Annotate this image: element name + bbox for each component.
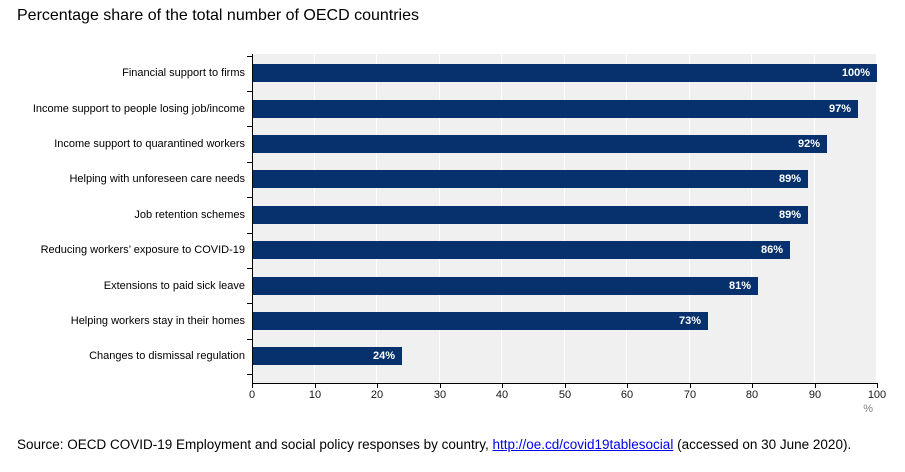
category-label: Job retention schemes [134,209,245,221]
x-axis-tick [752,384,753,388]
bar-value-label: 24% [372,350,395,362]
x-axis-tick-label: 60 [620,389,634,401]
bar-value-label: 89% [778,173,801,185]
bar: 89% [253,206,808,224]
y-axis-tick [247,374,252,375]
x-axis-tick-label: 100 [867,389,887,401]
category-label: Reducing workers’ exposure to COVID-19 [40,244,245,256]
x-axis-line [252,383,878,384]
x-axis-tick-label: 0 [248,389,256,401]
category-label: Changes to dismissal regulation [89,350,245,362]
gridline [876,54,877,383]
bar: 81% [253,277,758,295]
x-axis-tick [690,384,691,388]
x-axis-tick-label: 80 [745,389,759,401]
y-axis-tick [247,339,252,340]
category-label: Financial support to firms [122,67,245,79]
y-axis-tick [247,233,252,234]
bar-value-label: 73% [678,315,701,327]
bar-value-label: 100% [841,67,870,79]
bar: 92% [253,135,827,153]
x-axis-tick [440,384,441,388]
category-label: Income support to people losing job/inco… [32,103,245,115]
x-axis-unit-label: % [863,403,873,415]
bar-value-label: 92% [797,138,820,150]
bar-value-label: 89% [778,209,801,221]
category-label: Extensions to paid sick leave [103,280,245,292]
y-axis-tick [247,126,252,127]
x-axis-tick-label: 20 [370,389,384,401]
x-axis-tick-label: 10 [308,389,322,401]
chart-title: Percentage share of the total number of … [17,7,419,24]
x-axis-tick-label: 70 [683,389,697,401]
y-axis-tick [247,268,252,269]
source-text-suffix: (accessed on 30 June 2020). [673,437,852,452]
x-axis-tick-label: 30 [433,389,447,401]
x-axis-tick-label: 50 [558,389,572,401]
bar: 100% [253,64,877,82]
x-axis-tick-label: 90 [808,389,822,401]
x-axis-tick [377,384,378,388]
x-axis-tick [877,384,878,388]
source-text: Source: OECD COVID-19 Employment and soc… [17,437,493,452]
category-label: Helping with unforeseen care needs [69,173,245,185]
bar: 97% [253,100,858,118]
x-axis-tick [627,384,628,388]
x-axis-tick [565,384,566,388]
source-link[interactable]: http://oe.cd/covid19tablesocial [492,437,674,452]
bar: 89% [253,170,808,188]
y-axis-tick [247,197,252,198]
y-axis-tick [247,91,252,92]
gridline [814,54,815,383]
x-axis-tick [315,384,316,388]
bar-value-label: 86% [760,244,783,256]
category-label: Income support to quarantined workers [54,138,245,150]
x-axis-tick [252,384,253,388]
y-axis-tick [247,56,252,57]
x-axis-tick-label: 40 [495,389,509,401]
category-label: Helping workers stay in their homes [70,315,245,327]
source-note: Source: OECD COVID-19 Employment and soc… [17,437,851,452]
bar: 86% [253,241,790,259]
bar: 24% [253,347,402,365]
x-axis-tick [502,384,503,388]
bar-value-label: 81% [728,280,751,292]
x-axis-tick [815,384,816,388]
bar-value-label: 97% [828,103,851,115]
bar: 73% [253,312,708,330]
y-axis-line [252,54,253,384]
y-axis-tick [247,162,252,163]
y-axis-tick [247,303,252,304]
